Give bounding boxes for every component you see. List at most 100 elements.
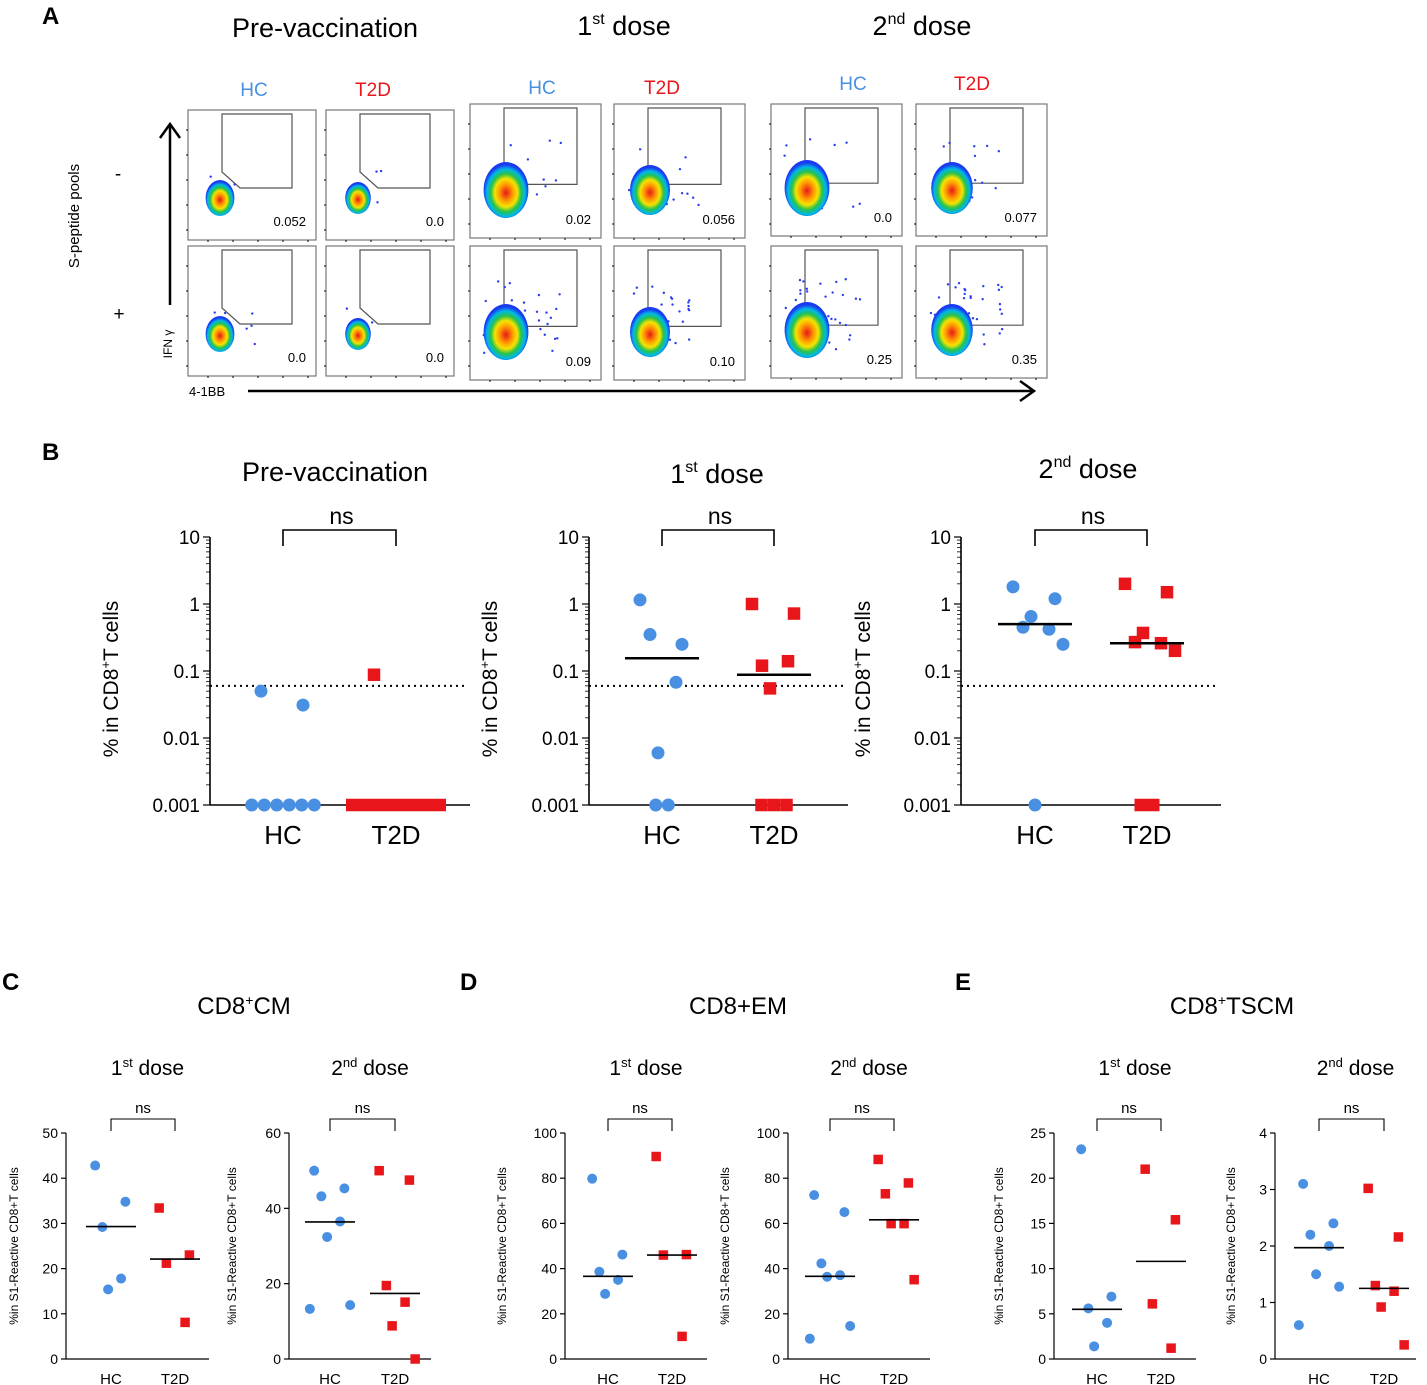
y-tick-label: 20 [541, 1306, 557, 1322]
hc-data-point [661, 798, 675, 812]
chart-title-number: 1 [670, 459, 685, 489]
flow-event-dot [209, 175, 212, 178]
hc-data-point [1334, 1281, 1345, 1292]
y-tick-label: 0.1 [553, 662, 579, 683]
hc-data-point [839, 1207, 850, 1218]
d1-hc-label: HC [528, 78, 555, 99]
y-tick-label: 1 [940, 595, 951, 616]
flow-event-dot [844, 323, 848, 327]
flow-event-dot [783, 154, 786, 157]
flow-event-dot [687, 308, 691, 312]
hc-data-point [649, 798, 663, 812]
chart-title: 2nd dose [1317, 1055, 1395, 1080]
chart-title-word: dose [631, 1057, 682, 1080]
y-tick-label: 4 [1259, 1125, 1267, 1141]
flow-gate [949, 107, 1024, 184]
flow-plot-pre-t2d-minus: 0.0 [324, 109, 455, 242]
flow-density-cloud [205, 180, 235, 216]
significance-label: ns [854, 1100, 870, 1117]
flow-density-cloud [931, 304, 973, 356]
hc-data-point [651, 746, 665, 760]
t2d-data-point [371, 798, 384, 812]
hc-data-point [1006, 580, 1020, 594]
t2d-data-point [1147, 798, 1160, 812]
hc-data-point [1298, 1178, 1309, 1189]
flow-event-dot [509, 144, 512, 147]
panel-e-title-tail: TSCM [1226, 993, 1294, 1020]
panel-letter-c: C [2, 969, 19, 996]
flow-gate-value: 0.10 [710, 354, 735, 369]
panel-c-title-sup: + [245, 992, 253, 1008]
y-tick-label: 40 [265, 1200, 281, 1216]
y-axis-label: % in CD8+T cells [98, 601, 123, 758]
chart-title-number: 2 [1039, 454, 1054, 484]
flow-plot-d2-t2d-plus: 0.35 [914, 245, 1048, 380]
x-category-label-t2d: T2D [749, 820, 798, 850]
x-category-label-hc: HC [1308, 1371, 1330, 1385]
chart-title-superscript: nd [1054, 454, 1072, 471]
y-axis-label-sup: + [477, 661, 492, 669]
flow-event-dot [848, 338, 851, 341]
y-axis-label-sup: + [850, 661, 865, 669]
x-category-label-t2d: T2D [381, 1371, 410, 1385]
flow-event-dot [223, 311, 227, 315]
flow-event-dot [969, 296, 972, 300]
significance-bracket [110, 1118, 176, 1131]
y-axis-label: %in S1-Reactive CD8+T cells [7, 1167, 21, 1325]
chart-title-superscript: nd [343, 1055, 357, 1070]
flow-event-dot [835, 280, 838, 284]
t2d-data-point [1168, 644, 1182, 658]
flow-event-dot [802, 280, 805, 283]
flow-event-dot [854, 297, 858, 300]
t2d-data-point [1166, 1343, 1176, 1353]
flow-event-dot [957, 281, 961, 285]
hc-data-point [1311, 1269, 1322, 1280]
panel-d-title: CD8+EM [689, 993, 787, 1020]
flow-event-dot [948, 141, 951, 145]
hc-data-point [613, 1274, 624, 1285]
hc-data-point [304, 1303, 315, 1314]
flow-event-dot [929, 311, 933, 315]
flow-event-dot [971, 317, 975, 320]
x-category-label-t2d: T2D [161, 1371, 190, 1385]
t2d-data-point [1170, 1215, 1181, 1225]
flow-event-dot [687, 304, 690, 308]
hc-data-point [116, 1273, 127, 1284]
t2d-data-point [886, 1218, 896, 1229]
flow-event-dot [1000, 327, 1004, 331]
flow-event-dot [522, 301, 526, 304]
chart-c2: 0 20 40 60 HC T2D %in S1-Reactive CD8+T cells n… [225, 1055, 431, 1385]
flow-plot-d1-hc-minus: 0.02 [468, 103, 602, 240]
flow-event-dot [686, 192, 689, 195]
flow-event-dot [543, 333, 546, 336]
flow-event-dot [805, 290, 809, 293]
t2d-data-point [873, 1154, 883, 1165]
flow-gate [804, 249, 879, 326]
flow-event-dot [556, 337, 559, 340]
flow-gate [647, 107, 722, 185]
flow-event-dot [253, 342, 256, 346]
hc-data-point [322, 1231, 333, 1242]
significance-bracket [607, 1118, 673, 1131]
hc-data-point [669, 675, 683, 689]
t2d-data-point [387, 1321, 397, 1331]
panel-a-title-dose1: 1st dose [577, 11, 671, 41]
flow-event-dot [662, 291, 666, 295]
flow-event-dot [973, 154, 977, 158]
flow-event-dot [245, 327, 248, 330]
significance-bracket [1034, 529, 1148, 546]
flow-event-dot [982, 284, 985, 288]
flow-plot-pre-t2d-plus: 0.0 [324, 245, 455, 378]
flow-gate [647, 249, 722, 327]
hc-data-point [1016, 620, 1030, 634]
panel-c-title-main: CD8 [197, 993, 245, 1020]
hc-data-point [1056, 637, 1070, 651]
y-tick-label: 10 [558, 528, 579, 549]
flow-plot-pre-hc-plus: 0.0 [186, 245, 317, 378]
chart-title-word: dose [856, 1057, 907, 1080]
flow-event-dot [379, 169, 383, 173]
flow-event-dot [376, 201, 379, 204]
flow-gate-value: 0.09 [566, 354, 591, 369]
y-tick-label: 3 [1259, 1182, 1267, 1198]
flow-event-dot [542, 178, 545, 181]
